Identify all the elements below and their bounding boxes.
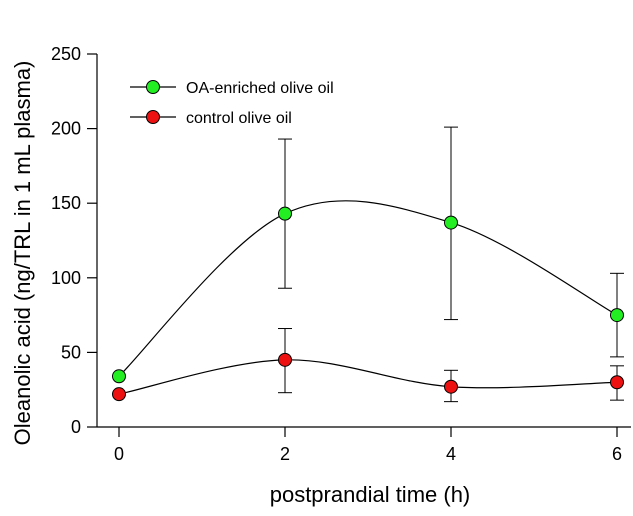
y-tick-label: 150 [51,193,81,213]
y-tick-label: 250 [51,44,81,64]
legend-item: OA-enriched olive oil [130,80,334,97]
legend-marker [146,110,160,124]
legend-item: control olive oil [130,110,292,127]
data-point [278,352,292,367]
data-point [610,375,624,390]
series-line [118,359,618,395]
x-tick-label: 6 [612,444,622,464]
plot-area [112,126,624,403]
legend-label: control olive oil [186,110,292,127]
x-tick-label: 2 [280,444,290,464]
data-point [444,379,458,394]
data-point [112,387,126,402]
x-axis-title: postprandial time (h) [270,482,471,507]
y-tick-label: 50 [61,342,81,362]
y-tick-label: 0 [71,417,81,437]
data-point [112,369,126,384]
x-tick-label: 0 [114,444,124,464]
series-line [118,200,618,377]
series-0 [112,126,624,384]
legend-marker [146,80,160,94]
y-tick-label: 100 [51,268,81,288]
data-point [444,215,458,230]
series-1 [112,328,624,403]
axes: 0 50 100 150 200 250 0 2 4 6 [51,44,631,464]
legend-label: OA-enriched olive oil [186,80,334,97]
legend: OA-enriched olive oil control olive oil [130,80,334,127]
y-axis-title: Oleanolic acid (ng/TRL in 1 mL plasma) [10,61,35,446]
y-tick-label: 200 [51,119,81,139]
data-point [610,308,624,323]
data-point [278,206,292,221]
x-tick-label: 4 [446,444,456,464]
